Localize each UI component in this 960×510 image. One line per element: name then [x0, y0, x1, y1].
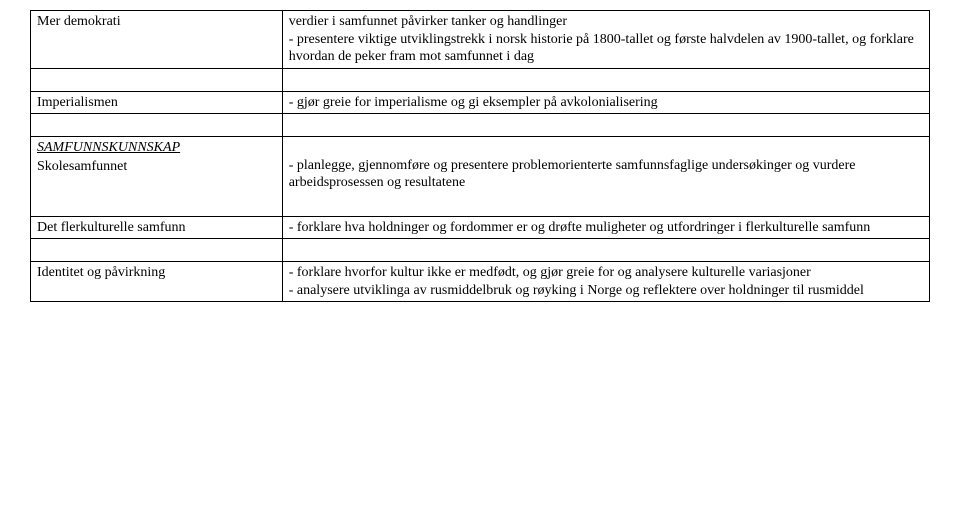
- row3-right: - planlegge, gjennomføre og presentere p…: [282, 137, 929, 194]
- row5-right: - forklare hvorfor kultur ikke er medfød…: [282, 262, 929, 302]
- table-row: Det flerkulturelle samfunn - forklare hv…: [31, 216, 930, 239]
- row4-right: - forklare hva holdninger og fordommer e…: [282, 216, 929, 239]
- row4-left: Det flerkulturelle samfunn: [31, 216, 283, 239]
- table-row: Mer demokrati verdier i samfunnet påvirk…: [31, 11, 930, 69]
- row2-left-text: Imperialismen: [37, 95, 118, 110]
- row3-left-sub: Skolesamfunnet: [37, 158, 276, 176]
- spacer-cell-left: [31, 194, 283, 217]
- curriculum-table: Mer demokrati verdier i samfunnet påvirk…: [30, 10, 930, 302]
- row5-left: Identitet og påvirkning: [31, 262, 283, 302]
- table-row: SAMFUNNSKUNNSKAP Skolesamfunnet - planle…: [31, 137, 930, 194]
- row2-left: Imperialismen: [31, 91, 283, 114]
- row2-right: - gjør greie for imperialisme og gi ekse…: [282, 91, 929, 114]
- document-page: Mer demokrati verdier i samfunnet påvirk…: [0, 0, 960, 322]
- table-row: Identitet og påvirkning - forklare hvorf…: [31, 262, 930, 302]
- table-row: Imperialismen - gjør greie for imperiali…: [31, 91, 930, 114]
- row2-right-line1: - gjør greie for imperialisme og gi ekse…: [289, 94, 923, 112]
- row1-right-line2: - presentere viktige utviklingstrekk i n…: [289, 31, 923, 66]
- row1-right: verdier i samfunnet påvirker tanker og h…: [282, 11, 929, 69]
- spacer-row: [31, 114, 930, 137]
- row4-right-line1: - forklare hva holdninger og fordommer e…: [289, 219, 923, 237]
- spacer-cell-left: [31, 114, 283, 137]
- row5-left-text: Identitet og påvirkning: [37, 265, 165, 280]
- spacer-cell-left: [31, 239, 283, 262]
- spacer-cell-right: [282, 239, 929, 262]
- spacer-row: [31, 68, 930, 91]
- row1-left-text: Mer demokrati: [37, 14, 121, 29]
- row5-right-line2: - analysere utviklinga av rusmiddelbruk …: [289, 282, 923, 300]
- row5-right-line1: - forklare hvorfor kultur ikke er medfød…: [289, 264, 923, 282]
- row1-left: Mer demokrati: [31, 11, 283, 69]
- row1-right-line1: verdier i samfunnet påvirker tanker og h…: [289, 13, 923, 31]
- section-heading: SAMFUNNSKUNNSKAP: [37, 139, 276, 157]
- row3-right-line1: - planlegge, gjennomføre og presentere p…: [289, 157, 923, 192]
- spacer-cell-right: [282, 68, 929, 91]
- row4-left-text: Det flerkulturelle samfunn: [37, 220, 186, 235]
- row3-left: SAMFUNNSKUNNSKAP Skolesamfunnet: [31, 137, 283, 194]
- spacer-row: [31, 194, 930, 217]
- spacer-cell-right: [282, 114, 929, 137]
- spacer-cell-right: [282, 194, 929, 217]
- spacer-row: [31, 239, 930, 262]
- spacer-cell-left: [31, 68, 283, 91]
